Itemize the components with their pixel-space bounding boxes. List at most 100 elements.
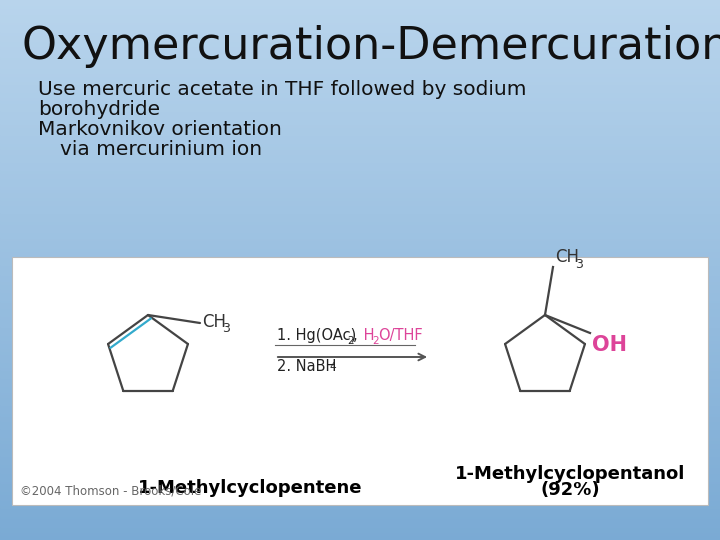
Bar (0, 188, 720, 192)
Bar (0, 328, 720, 332)
Bar (0, 253, 720, 256)
Bar (0, 363, 720, 367)
Bar (0, 104, 720, 108)
Bar (0, 339, 720, 343)
Bar (0, 304, 720, 308)
Bar (0, 96, 720, 100)
Bar (0, 482, 720, 486)
Bar (0, 174, 720, 178)
Bar (0, 264, 720, 267)
Bar (0, 291, 720, 294)
Bar (0, 220, 720, 224)
Bar (0, 204, 720, 208)
Bar (0, 509, 720, 513)
Bar (0, 517, 720, 521)
Bar (12, 257, 708, 505)
Bar (0, 10, 720, 14)
Bar (0, 361, 720, 365)
Bar (0, 45, 720, 49)
Bar (0, 326, 720, 329)
Bar (0, 177, 720, 181)
Bar (0, 280, 720, 284)
Text: ,: , (353, 328, 358, 343)
Bar (0, 520, 720, 524)
Bar (0, 223, 720, 227)
Bar (0, 426, 720, 429)
Bar (0, 134, 720, 138)
Bar (0, 185, 720, 189)
Bar (0, 393, 720, 397)
Bar (0, 331, 720, 335)
Bar (0, 126, 720, 130)
Bar (0, 53, 720, 57)
Bar (0, 466, 720, 470)
Bar (0, 334, 720, 338)
Bar (0, 115, 720, 119)
Bar (0, 210, 720, 213)
Bar (0, 228, 720, 232)
Text: CH: CH (202, 313, 226, 331)
Bar (0, 196, 720, 200)
Bar (0, 37, 720, 40)
Bar (0, 450, 720, 454)
Bar (0, 382, 720, 386)
Bar (0, 388, 720, 392)
Bar (0, 390, 720, 394)
Bar (0, 272, 720, 275)
Bar (0, 164, 720, 167)
Bar (0, 169, 720, 173)
Bar (0, 347, 720, 351)
Bar (0, 26, 720, 30)
Text: 1-Methylcyclopentene: 1-Methylcyclopentene (138, 479, 362, 497)
Bar (0, 307, 720, 310)
Bar (0, 528, 720, 532)
Bar (0, 434, 720, 437)
Bar (0, 444, 720, 448)
Bar (0, 469, 720, 472)
Bar (0, 315, 720, 319)
Bar (0, 396, 720, 400)
Bar (0, 342, 720, 346)
Bar (0, 18, 720, 22)
Bar (0, 199, 720, 202)
Bar (0, 409, 720, 413)
Bar (0, 56, 720, 59)
Bar (0, 112, 720, 116)
Bar (0, 255, 720, 259)
Bar (0, 147, 720, 151)
Bar (0, 447, 720, 451)
Bar (0, 493, 720, 497)
Bar (0, 269, 720, 273)
Bar (0, 85, 720, 89)
Bar (0, 423, 720, 427)
Bar (0, 285, 720, 289)
Bar (0, 237, 720, 240)
Bar (0, 372, 720, 375)
Bar (0, 0, 720, 3)
Bar (0, 72, 720, 76)
Bar (0, 320, 720, 324)
Text: Use mercuric acetate in THF followed by sodium: Use mercuric acetate in THF followed by … (38, 80, 526, 99)
Bar (0, 50, 720, 54)
Bar (0, 417, 720, 421)
Bar (0, 129, 720, 132)
Bar (0, 431, 720, 435)
Bar (0, 455, 720, 459)
Bar (0, 91, 720, 94)
Text: Markovnikov orientation: Markovnikov orientation (38, 120, 282, 139)
Text: 4: 4 (329, 362, 336, 372)
Bar (0, 242, 720, 246)
Bar (0, 404, 720, 408)
Bar (0, 401, 720, 405)
Bar (0, 490, 720, 494)
Bar (0, 266, 720, 270)
Bar (0, 534, 720, 537)
Bar (0, 501, 720, 505)
Bar (0, 436, 720, 440)
Bar (0, 293, 720, 297)
Bar (0, 61, 720, 65)
Bar (0, 153, 720, 157)
Bar (0, 345, 720, 348)
Bar (0, 29, 720, 32)
Bar (0, 412, 720, 416)
